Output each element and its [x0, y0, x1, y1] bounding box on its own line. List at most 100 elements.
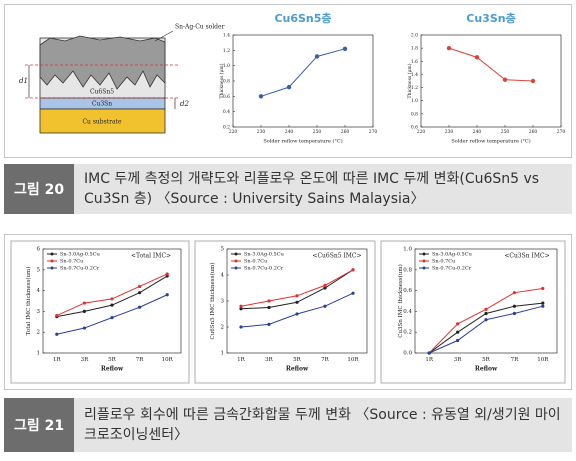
- data-point: [484, 318, 488, 322]
- figure-number: 그림 21: [4, 398, 74, 452]
- x-tick-label: 250: [501, 129, 510, 135]
- layer-label: Cu substrate: [82, 119, 121, 126]
- legend-label: Sn-0.7Cu: [432, 259, 456, 265]
- legend-marker: [234, 259, 238, 263]
- chart-card: [194, 240, 376, 384]
- x-axis-label: Solder reflow temperature (°C): [263, 138, 342, 145]
- data-point: [530, 78, 536, 84]
- data-point: [512, 311, 516, 316]
- y-tick-label: 1.2: [411, 85, 418, 91]
- d2-label: d2: [180, 100, 189, 108]
- chart-card: [380, 240, 566, 384]
- data-point: [512, 291, 516, 295]
- x-tick-label: 250: [313, 129, 322, 135]
- y-tick-label: 4: [37, 288, 41, 294]
- x-tick-label: 7R: [136, 357, 144, 363]
- chart-title: <Total IMC>: [131, 253, 171, 260]
- data-point: [55, 313, 59, 318]
- plot-frame: [42, 248, 182, 354]
- data-point: [138, 291, 142, 295]
- x-tick-label: 260: [529, 129, 538, 135]
- legend-marker: [234, 252, 238, 256]
- y-axis-label: Thickness (μm): [406, 63, 413, 98]
- y-axis-label: Cu6Sn5 IMC thickness(um): [209, 263, 216, 340]
- y-tick-label: 0.2: [223, 125, 230, 131]
- data-point: [267, 305, 271, 310]
- y-axis-label: Total IMC thickness(um): [25, 267, 32, 336]
- imc-diagram: Sn-Ag-Cu solder d1 d2 Cu6Sn5 Cu3Sn Cu su…: [19, 24, 225, 134]
- data-point: [502, 77, 508, 82]
- data-point: [295, 312, 299, 316]
- data-point: [314, 54, 320, 59]
- chart-card: [10, 240, 190, 384]
- cu-substrate: [39, 108, 166, 134]
- data-point: [55, 332, 59, 336]
- legend-marker: [234, 266, 238, 270]
- y-axis-label: Cu3Sn IMC thickness(um): [397, 264, 404, 338]
- x-axis-label: Solder reflow temperature (°C): [451, 138, 530, 145]
- y-tick-label: 1.0: [403, 247, 412, 253]
- data-point: [138, 305, 142, 309]
- caption-20: 그림 20 IMC 두께 측정의 개략도와 리플로우 온도에 따른 IMC 두께…: [4, 164, 572, 214]
- data-point: [456, 322, 460, 326]
- data-point: [165, 293, 169, 297]
- x-tick-label: 270: [369, 129, 378, 135]
- x-axis-label: Reflow: [286, 366, 309, 373]
- chart-title: <Cu6Sn5 IMC>: [312, 253, 361, 260]
- legend-label: Sn-3.0Ag-0.5Cu: [60, 252, 101, 258]
- chart-title: <Cu3Sn IMC>: [504, 253, 549, 260]
- figure-number: 그림 20: [4, 164, 74, 214]
- y-tick-label: 0.8: [223, 79, 230, 85]
- data-point: [286, 84, 292, 90]
- figure-21: 1 2 3 4 5 6 1R 3R 5R 7R 10R <Total IMC> Reflow Total …: [4, 234, 572, 390]
- x-tick-label: 1R: [425, 357, 433, 363]
- data-point: [323, 304, 327, 308]
- data-point: [82, 309, 86, 313]
- plot-frame: [232, 34, 374, 128]
- legend-marker: [422, 252, 426, 256]
- x-tick-label: 5R: [482, 357, 490, 363]
- x-tick-label: 3R: [81, 357, 89, 363]
- figure-20-graphics: Sn-Ag-Cu solder d1 d2 Cu6Sn5 Cu3Sn Cu su…: [19, 11, 565, 145]
- data-point: [541, 286, 545, 291]
- solder-label: Sn-Ag-Cu solder: [175, 24, 225, 31]
- x-tick-label: 1R: [237, 357, 245, 363]
- legend-label: Sn-0.7Cu: [244, 259, 268, 265]
- data-point: [239, 307, 243, 311]
- y-tick-label: 6: [37, 247, 41, 253]
- legend-marker: [50, 266, 54, 270]
- y-tick-label: 1.8: [411, 46, 418, 52]
- y-tick-label: 2.0: [411, 33, 418, 39]
- y-tick-label: 0.4: [403, 309, 412, 315]
- layer-label: Cu6Sn5: [90, 89, 114, 96]
- data-point: [456, 330, 460, 334]
- data-point: [267, 299, 271, 303]
- y-tick-label: 0.6: [223, 94, 230, 100]
- y-tick-label: 0.2: [403, 330, 412, 336]
- x-tick-label: 240: [473, 129, 482, 135]
- x-axis-label: Reflow: [475, 366, 498, 373]
- y-tick-label: 0.0: [403, 351, 412, 357]
- data-point: [82, 301, 86, 305]
- y-tick-label: 0.8: [403, 267, 412, 273]
- legend-label: Sn-0.7Cu-0.2Cr: [432, 266, 472, 272]
- data-point: [267, 322, 271, 326]
- y-tick-label: 1.4: [223, 33, 230, 39]
- y-tick-label: 0.8: [411, 111, 418, 117]
- data-point: [474, 55, 480, 60]
- data-point: [427, 351, 431, 355]
- data-point: [351, 268, 355, 272]
- x-tick-label: 10R: [347, 357, 359, 363]
- y-tick-label: 1: [221, 351, 225, 357]
- x-tick-label: 10R: [537, 357, 549, 363]
- y-tick-label: 2: [221, 325, 225, 331]
- x-tick-label: 7R: [511, 357, 519, 363]
- data-point: [239, 325, 243, 329]
- y-tick-label: 0.6: [403, 288, 412, 294]
- data-point: [110, 316, 114, 320]
- x-tick-label: 5R: [108, 357, 116, 363]
- data-point: [456, 338, 460, 343]
- data-point: [258, 94, 264, 99]
- data-point: [484, 311, 488, 316]
- x-tick-label: 220: [417, 129, 426, 135]
